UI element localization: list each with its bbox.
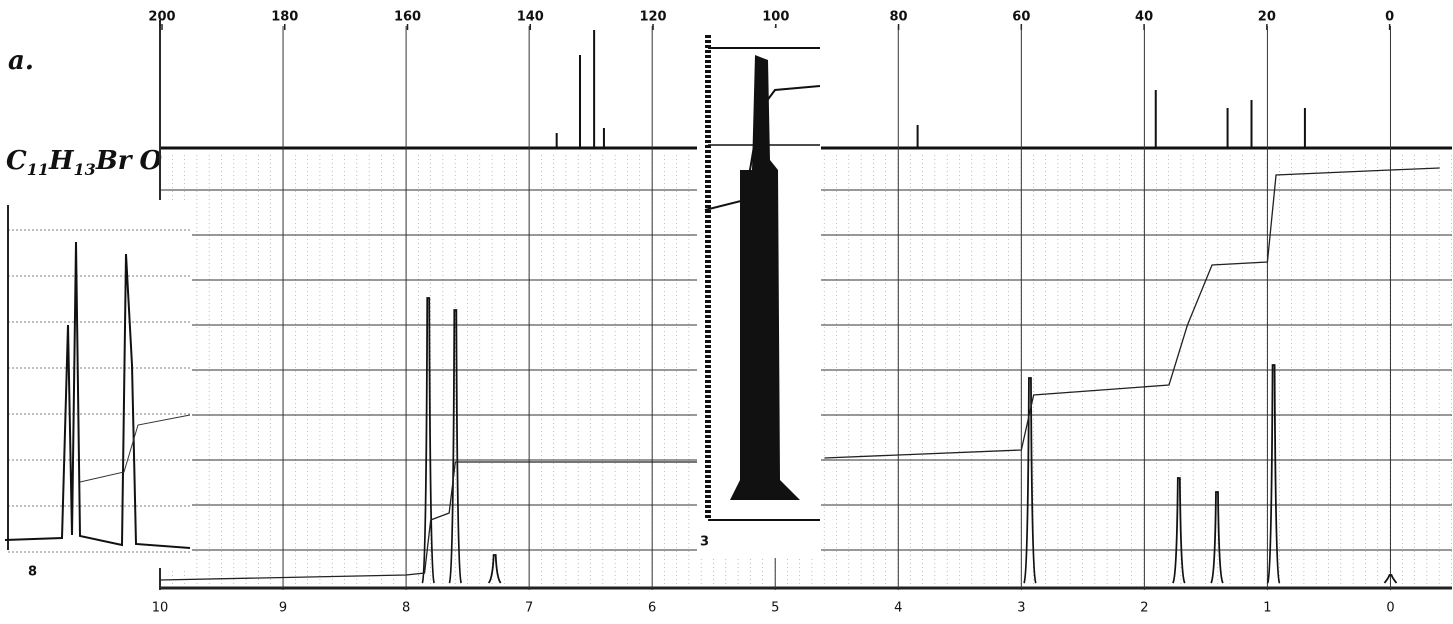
top-tick-label: 100 xyxy=(762,10,789,25)
bottom-tick-label: 5 xyxy=(771,601,779,616)
top-tick-label: 20 xyxy=(1258,10,1276,25)
inset-trace xyxy=(4,241,191,549)
bottom-tick-label: 9 xyxy=(279,601,287,616)
bottom-tick-label: 3 xyxy=(1017,601,1025,616)
top-tick-label: 60 xyxy=(1012,10,1030,25)
bottom-tick-label: 6 xyxy=(648,601,656,616)
inset-integral xyxy=(704,85,821,211)
bottom-tick-label: 8 xyxy=(402,601,410,616)
plot-layer: 200 180 160 140 120 100 80 60 40 20 010 9 8 7 6 5 4 3 2 1 08… xyxy=(0,10,1452,616)
integral-curve xyxy=(159,167,1440,581)
formula-part: O xyxy=(140,146,163,176)
top-tick-label: 80 xyxy=(890,10,908,25)
formula-part: Br xyxy=(95,146,134,176)
proton-peak xyxy=(448,309,463,584)
formula: C11H13Br O xyxy=(6,146,163,179)
bottom-tick-label: 2 xyxy=(1140,601,1148,616)
formula-part: H xyxy=(48,146,75,176)
bottom-tick-label: 0 xyxy=(1386,601,1394,616)
inset-integral xyxy=(79,414,191,483)
top-tick-label: 180 xyxy=(271,10,298,25)
bottom-tick-label: 10 xyxy=(152,601,169,616)
inset-left xyxy=(0,200,192,568)
top-tick-label: 0 xyxy=(1385,10,1394,25)
proton-peak xyxy=(1210,491,1224,584)
formula-part: C xyxy=(6,146,27,176)
inset-multiplet xyxy=(730,55,800,500)
proton-peak xyxy=(421,297,436,584)
formula-part: 13 xyxy=(74,160,96,179)
spectrum-label: a. xyxy=(8,46,34,76)
proton-peak xyxy=(1383,574,1398,584)
top-tick-label: 160 xyxy=(394,10,421,25)
top-tick-label: 120 xyxy=(639,10,666,25)
proton-peak xyxy=(1172,477,1186,584)
formula-part: 11 xyxy=(27,160,49,179)
top-tick-label: 140 xyxy=(517,10,544,25)
top-tick-label: 200 xyxy=(148,10,175,25)
top-tick-label: 40 xyxy=(1135,10,1153,25)
proton-peak xyxy=(1023,377,1037,584)
bottom-tick-label: 4 xyxy=(894,601,902,616)
proton-peak xyxy=(487,554,502,584)
bottom-tick-label: 7 xyxy=(525,601,533,616)
inset-label: 3 xyxy=(700,535,709,550)
inset-label: 8 xyxy=(28,565,37,580)
proton-peak xyxy=(1266,364,1281,584)
bottom-tick-label: 1 xyxy=(1263,601,1271,616)
